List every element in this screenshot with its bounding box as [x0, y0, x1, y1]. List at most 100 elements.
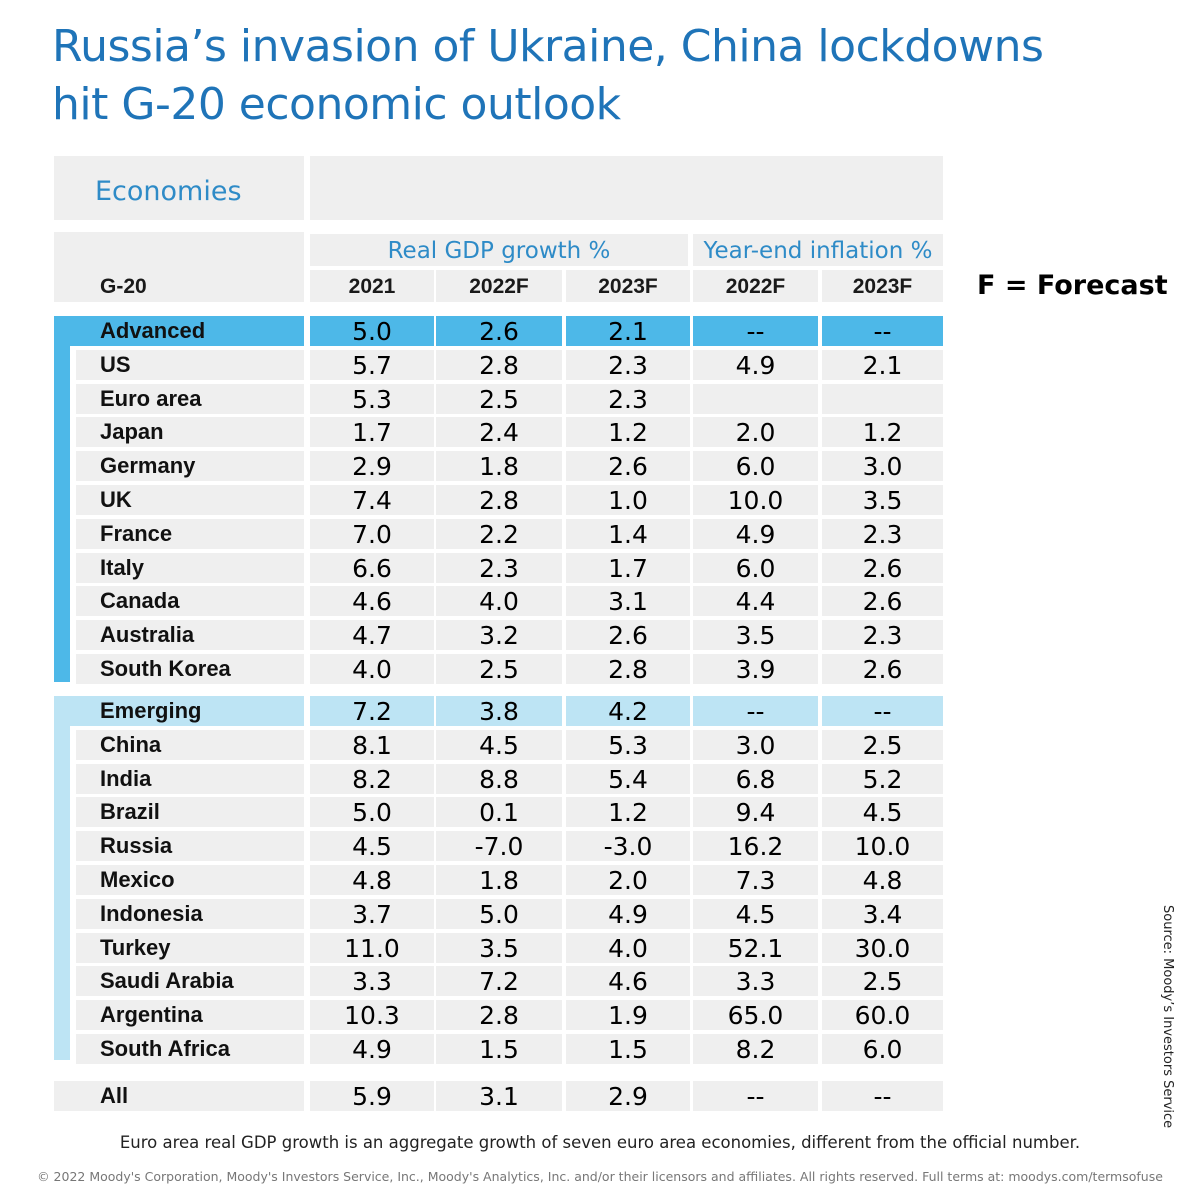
value-cell-box	[822, 586, 943, 617]
row-label: Russia	[100, 833, 173, 859]
value-cell: 52.1	[727, 933, 784, 963]
column-header-3: 2023F	[598, 275, 658, 298]
value-cell-box	[566, 1034, 690, 1064]
value-cell: 5.0	[352, 317, 392, 346]
value-cell: 1.9	[608, 1001, 648, 1031]
value-cell: 0.1	[479, 798, 519, 828]
value-cell: 65.0	[727, 1001, 784, 1031]
value-cell: 4.9	[735, 519, 776, 549]
value-cell-box	[693, 586, 818, 617]
row-label: All	[100, 1083, 129, 1108]
table-row: Indonesia 3.7 5.0 4.9 4.5 3.4	[0, 898, 1200, 929]
value-cell-box	[693, 865, 818, 895]
row-label-box	[76, 696, 304, 726]
table-row: South Korea 4.0 2.5 2.8 3.9 2.6	[0, 654, 1200, 684]
value-cell-box	[693, 797, 818, 828]
value-cell: 3.0	[735, 730, 776, 760]
table-row: Japan 1.7 2.4 1.2 2.0 1.2	[0, 417, 1200, 448]
column-header-box	[822, 270, 943, 302]
value-cell-box	[693, 451, 818, 482]
row-label-box	[76, 586, 304, 617]
table-row: UK 7.4 2.8 1.0 10.0 3.5	[0, 485, 1200, 515]
value-cell: 1.2	[862, 418, 903, 448]
value-cell-box	[436, 620, 562, 651]
value-cell-box	[693, 383, 818, 414]
value-cell-box	[822, 349, 943, 380]
value-cell: 1.7	[352, 418, 392, 448]
value-cell-box	[566, 417, 690, 448]
table-row: Russia 4.5 -7.0 -3.0 16.2 10.0	[0, 831, 1200, 862]
value-cell-box	[310, 729, 434, 760]
value-cell: --	[746, 697, 765, 726]
value-cell: 1.5	[608, 1035, 648, 1064]
value-cell-box	[822, 1000, 943, 1031]
value-cell: 2.8	[479, 350, 519, 380]
value-cell: 2.6	[862, 655, 903, 684]
value-cell: 8.2	[735, 1035, 776, 1064]
row-label-box	[76, 417, 304, 448]
value-cell: 7.2	[479, 967, 519, 997]
value-cell-box	[310, 763, 434, 794]
value-cell: 3.0	[862, 452, 903, 482]
table-row: Argentina 10.3 2.8 1.9 65.0 60.0	[0, 1000, 1200, 1031]
economies-header-box	[54, 156, 304, 220]
value-cell-box	[693, 518, 818, 549]
value-cell-box	[566, 797, 690, 828]
value-cell: 2.8	[608, 655, 648, 684]
value-cell: 3.9	[735, 655, 776, 684]
row-label: South Africa	[100, 1036, 230, 1061]
column-header-box	[566, 270, 690, 302]
value-cell-box	[436, 1034, 562, 1064]
value-cell: 1.8	[479, 866, 519, 895]
row-label: Emerging	[100, 698, 202, 723]
value-cell: 4.2	[608, 697, 648, 726]
value-cell-box	[693, 620, 818, 651]
value-cell-box	[822, 865, 943, 895]
value-cell: 2.9	[352, 452, 392, 482]
row-label: US	[100, 351, 131, 377]
value-cell-box	[436, 349, 562, 380]
value-cell: 3.5	[735, 621, 776, 651]
g20-header-box	[54, 232, 304, 302]
value-cell: 4.5	[862, 798, 903, 828]
value-cell-box	[822, 763, 943, 794]
value-cell-box	[310, 620, 434, 651]
column-header-box	[436, 270, 562, 302]
table-row: France 7.0 2.2 1.4 4.9 2.3	[0, 518, 1200, 549]
value-cell: 5.0	[479, 899, 519, 929]
value-cell-box	[693, 729, 818, 760]
table-row: Saudi Arabia 3.3 7.2 4.6 3.3 2.5	[0, 966, 1200, 997]
value-cell: 60.0	[854, 1001, 911, 1031]
value-cell-box	[310, 383, 434, 414]
value-cell-box	[822, 898, 943, 929]
table-row: Germany 2.9 1.8 2.6 6.0 3.0	[0, 451, 1200, 482]
value-cell-box	[436, 552, 562, 583]
value-cell: 2.8	[479, 1001, 519, 1031]
row-label: Euro area	[100, 385, 202, 411]
value-cell: 2.6	[862, 553, 903, 583]
value-cell: --	[873, 317, 892, 346]
value-cell: 2.1	[862, 350, 903, 380]
row-label-box	[76, 831, 304, 862]
value-cell: 2.5	[862, 967, 903, 997]
value-cell-box	[310, 349, 434, 380]
value-cell: 2.4	[479, 418, 519, 448]
value-cell: 3.8	[479, 697, 519, 726]
value-cell: 5.0	[352, 798, 392, 828]
value-cell: 8.2	[352, 764, 392, 794]
row-label-box	[76, 349, 304, 380]
row-label-box	[76, 898, 304, 929]
row-label-box	[76, 966, 304, 997]
column-header-2: 2022F	[469, 275, 529, 298]
value-cell-box	[436, 966, 562, 997]
value-cell: 10.0	[854, 832, 911, 862]
value-cell: 8.1	[352, 730, 392, 760]
value-cell: 5.2	[862, 764, 903, 794]
value-cell-box	[436, 797, 562, 828]
value-cell-box	[310, 485, 434, 515]
row-label-box	[76, 932, 304, 963]
value-cell-box	[310, 1000, 434, 1031]
inflation-group-header: Year-end inflation %	[703, 238, 933, 264]
value-cell-box	[566, 1000, 690, 1031]
value-cell: 2.6	[862, 587, 903, 617]
